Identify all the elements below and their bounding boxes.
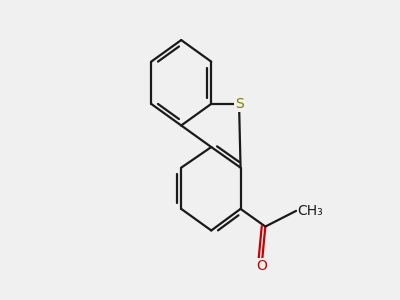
Text: S: S (235, 97, 244, 111)
Text: CH₃: CH₃ (298, 204, 323, 218)
Text: O: O (256, 259, 267, 273)
